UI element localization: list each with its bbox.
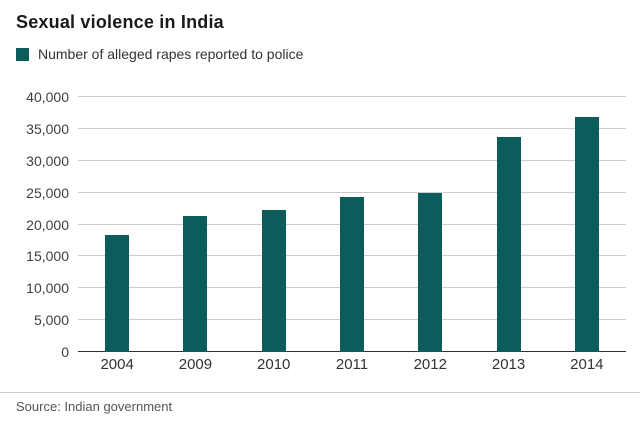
y-axis-tick-label: 40,000 [26,89,69,105]
bar-2013 [496,136,521,352]
y-axis-tick-label: 25,000 [26,184,69,201]
y-axis-tick-label: 15,000 [26,248,69,265]
y-axis-tick-label: 10,000 [26,280,69,297]
x-axis: 2004 2009 2010 2011 2012 2013 2014 [78,356,626,376]
legend-swatch-icon [16,47,29,61]
gridline: 40,000 [26,89,626,105]
gridline: 25,000 [26,185,626,201]
x-axis-tick-label: 2012 [413,356,447,373]
y-axis-tick-label: 35,000 [26,120,69,137]
x-axis-tick-label: 2009 [178,356,213,373]
x-axis-tick-label: 2014 [570,356,604,373]
gridline: 30,000 [26,153,626,169]
bar-2014 [574,117,599,352]
gridline: 35,000 [26,121,626,137]
y-axis-tick-label: 30,000 [26,152,69,169]
legend: Number of alleged rapes reported to poli… [16,46,303,62]
bar-2010 [261,210,286,352]
bar-2012 [418,192,443,352]
y-axis-tick-label: 5,000 [33,312,69,329]
legend-label: Number of alleged rapes reported to poli… [38,46,304,62]
plot-area: 0 5,000 10,000 15,000 20,000 25,000 30,000 35,0… [26,89,626,360]
x-axis-tick-label: 2004 [100,356,134,373]
bar-2004 [105,235,130,352]
x-axis-tick-label: 2011 [335,356,369,373]
bar-2009 [183,215,208,352]
x-axis-tick-label: 2013 [491,356,526,373]
source-text: Source: Indian government [16,399,173,414]
bar-2011 [340,197,364,352]
x-axis-tick-label: 2010 [257,356,291,373]
y-axis-tick-label: 20,000 [26,216,69,233]
source-divider [0,392,640,393]
y-axis-tick-label: 0 [61,344,69,360]
chart-title: Sexual violence in India [16,12,224,32]
